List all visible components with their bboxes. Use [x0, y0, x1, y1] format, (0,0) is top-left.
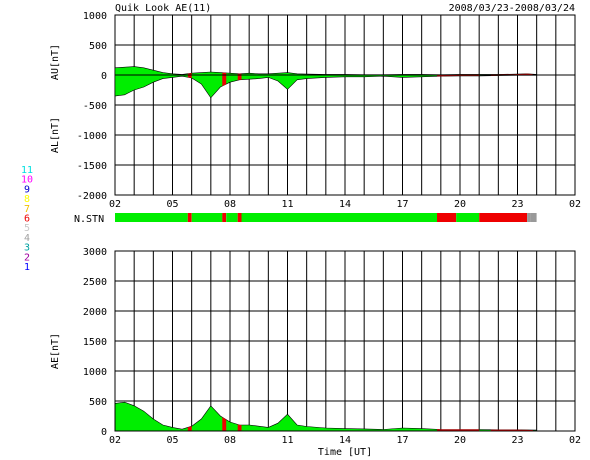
station-segment [479, 213, 528, 222]
plot-frame [114, 250, 576, 432]
au-axis-label: AU[nT] [50, 44, 61, 80]
y-tick-label: -500 [83, 101, 107, 112]
station-segment [191, 213, 223, 222]
station-legend-item: 11 [21, 165, 33, 176]
y-tick-label: 3000 [83, 247, 107, 258]
x-axis-label: Time [UT] [318, 447, 372, 458]
y-tick-label: -2000 [77, 191, 107, 202]
y-tick-label: -1500 [77, 161, 107, 172]
al-red-segment [187, 75, 192, 78]
y-tick-label: 2500 [83, 277, 107, 288]
y-tick-label: 1000 [83, 11, 107, 22]
station-segment [527, 213, 531, 222]
station-legend-item: 10 [21, 175, 33, 186]
y-tick-label: 500 [89, 397, 107, 408]
station-legend-item: 7 [24, 204, 30, 215]
x-tick-label: 11 [281, 199, 293, 210]
ae-red-segment [187, 426, 192, 431]
station-segment [456, 213, 480, 222]
al-red-segment [222, 75, 227, 86]
station-legend-item: 2 [24, 252, 30, 263]
x-tick-label: 20 [454, 199, 466, 210]
date-range: 2008/03/23-2008/03/24 [449, 3, 575, 14]
plot-frame [114, 14, 576, 196]
y-tick-label: 1000 [83, 367, 107, 378]
station-segment [437, 213, 457, 222]
x-tick-label: 05 [166, 435, 178, 446]
station-legend-item: 6 [24, 214, 30, 225]
au-red-segment [222, 72, 227, 75]
x-tick-label: 11 [281, 435, 293, 446]
y-tick-label: 0 [101, 427, 107, 438]
ae-axis-label: AE[nT] [50, 333, 61, 369]
ae-red-segment [237, 424, 242, 431]
x-tick-label: 02 [569, 199, 581, 210]
x-tick-label: 17 [396, 435, 408, 446]
x-tick-label: 02 [109, 199, 121, 210]
x-tick-label: 23 [511, 199, 523, 210]
station-legend-item: 3 [24, 243, 30, 254]
x-tick-label: 02 [569, 435, 581, 446]
station-legend-item: 8 [24, 194, 30, 205]
x-tick-label: 02 [109, 435, 121, 446]
x-tick-label: 05 [166, 199, 178, 210]
x-tick-label: 23 [511, 435, 523, 446]
y-tick-label: 1500 [83, 337, 107, 348]
x-tick-label: 14 [339, 435, 351, 446]
y-tick-label: 0 [101, 71, 107, 82]
station-legend-item: 4 [24, 233, 30, 244]
station-segment [226, 213, 238, 222]
ae-red-segment [222, 417, 227, 431]
station-segment [187, 213, 192, 222]
nstn-label: N.STN [74, 214, 104, 225]
y-tick-label: 500 [89, 41, 107, 52]
x-tick-label: 08 [224, 199, 236, 210]
station-legend-item: 1 [24, 262, 30, 273]
station-legend-item: 9 [24, 184, 30, 195]
chart-title: Quik Look AE(11) [115, 3, 211, 14]
station-segment [241, 213, 437, 222]
y-tick-label: -1000 [77, 131, 107, 142]
x-tick-label: 14 [339, 199, 351, 210]
station-segment [530, 213, 537, 222]
x-tick-label: 17 [396, 199, 408, 210]
y-tick-label: 2000 [83, 307, 107, 318]
station-segment [237, 213, 242, 222]
station-segment [115, 213, 188, 222]
station-legend-item: 5 [24, 223, 30, 234]
x-tick-label: 20 [454, 435, 466, 446]
x-tick-label: 08 [224, 435, 236, 446]
al-red-segment [237, 75, 242, 81]
al-axis-label: AL[nT] [50, 117, 61, 153]
station-segment [222, 213, 227, 222]
station-bar-panel: N.STN [74, 213, 537, 225]
